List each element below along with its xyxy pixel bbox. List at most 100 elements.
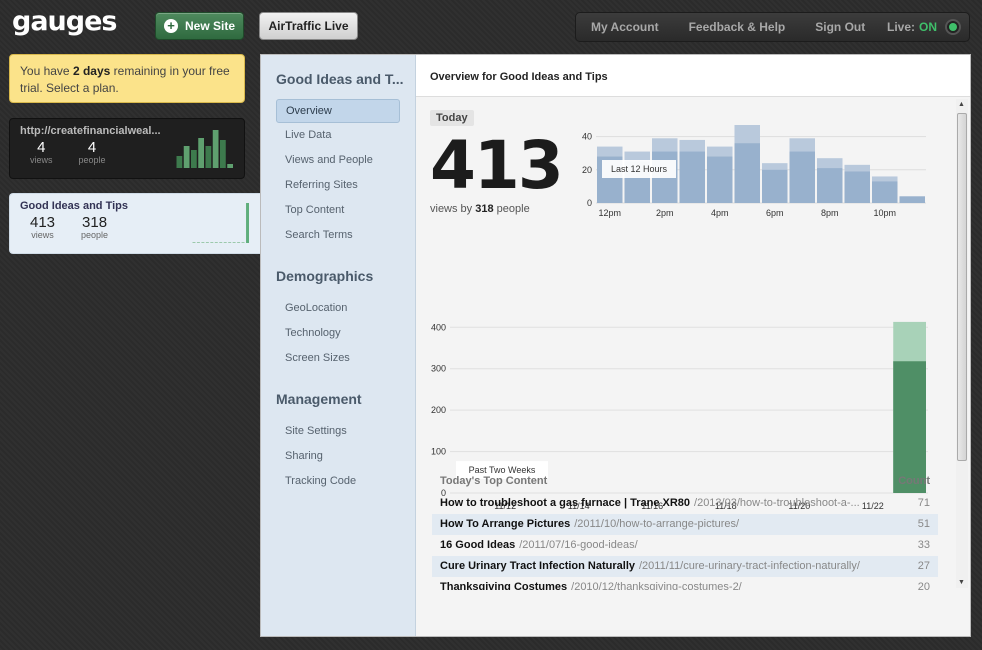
- chart-title-box: [456, 461, 548, 480]
- new-site-label: New Site: [185, 19, 236, 33]
- vertical-scrollbar[interactable]: ▲ ▼: [956, 99, 968, 588]
- sparkline-bar: [196, 242, 200, 243]
- sidebar-item-live-data[interactable]: Live Data: [285, 129, 332, 141]
- site-name: http://createfinancialweal...: [20, 125, 161, 137]
- people-bar[interactable]: [679, 151, 706, 203]
- sidebar-demographics-menu: GeoLocation Technology Screen Sizes: [261, 296, 415, 371]
- people-bar[interactable]: [762, 169, 788, 203]
- y-tick-label: 100: [431, 447, 446, 457]
- chart-title: Last 12 Hours: [611, 164, 668, 174]
- feedback-help-link[interactable]: Feedback & Help: [688, 20, 786, 34]
- table-row[interactable]: How to troubleshoot a gas furnace | Tran…: [432, 493, 938, 514]
- sidebar-item-top-content[interactable]: Top Content: [285, 204, 345, 216]
- sparkline-bar: [228, 242, 232, 243]
- content-title[interactable]: Thanksgiving Costumes: [440, 581, 568, 590]
- sparkline-bar: [246, 203, 249, 243]
- sign-out-link[interactable]: Sign Out: [815, 20, 866, 34]
- my-account-link[interactable]: My Account: [591, 20, 659, 34]
- airtraffic-live-button[interactable]: AirTraffic Live: [259, 12, 358, 40]
- sidebar-item-screen-sizes[interactable]: Screen Sizes: [285, 352, 350, 364]
- x-tick-label: 2pm: [656, 208, 674, 218]
- site-people-count: 318: [82, 214, 108, 231]
- today-tag: Today: [430, 110, 474, 126]
- sidebar-site-title: Good Ideas and T...: [276, 71, 404, 87]
- sidebar-item-geolocation[interactable]: GeoLocation: [285, 302, 348, 314]
- past-two-weeks-chart[interactable]: 0 100 200 300 400 11/12 11/14 11/16 11/18 11/20 11…: [416, 267, 938, 517]
- people-bar[interactable]: [893, 361, 926, 493]
- people-bar[interactable]: [817, 168, 843, 203]
- y-tick-label: 0: [587, 198, 592, 208]
- trial-notice[interactable]: You have 2 days remaining in your free t…: [9, 54, 245, 103]
- live-state: ON: [919, 20, 937, 34]
- site-card-createfinancialwealth[interactable]: http://createfinancialweal... 4 views 4 pe…: [9, 118, 245, 179]
- sparkline-bar: [223, 242, 227, 243]
- sparkline-bar: [191, 150, 197, 168]
- scroll-up-icon[interactable]: ▲: [958, 101, 965, 108]
- sidebar-item-technology[interactable]: Technology: [285, 327, 341, 339]
- y-tick-label: 300: [431, 364, 446, 374]
- content-count: 20: [917, 581, 930, 590]
- y-tick-label: 0: [441, 488, 446, 498]
- views-label: views: [31, 230, 54, 240]
- sparkline-bar: [198, 138, 204, 168]
- people-bar[interactable]: [707, 156, 733, 203]
- overview-main: Overview for Good Ideas and Tips Today 4…: [416, 55, 970, 636]
- sparkline-bar: [212, 130, 219, 168]
- views-by-text: views by: [430, 203, 473, 215]
- sidebar-item-site-settings[interactable]: Site Settings: [285, 425, 347, 437]
- site-views-count: 4: [37, 139, 46, 156]
- sidebar-item-search-terms[interactable]: Search Terms: [285, 229, 353, 241]
- sidebar-item-overview[interactable]: Overview: [276, 99, 400, 123]
- content-title[interactable]: 16 Good Ideas: [440, 539, 516, 551]
- content-title[interactable]: How To Arrange Pictures: [440, 518, 571, 530]
- site-name: Good Ideas and Tips: [20, 200, 128, 212]
- content-count: 33: [917, 539, 930, 551]
- sparkline-bar: [219, 242, 223, 243]
- sidebar-item-referring-sites[interactable]: Referring Sites: [285, 179, 358, 191]
- content-title[interactable]: Cure Urinary Tract Infection Naturally: [440, 560, 635, 572]
- sparkline-bar: [241, 242, 245, 243]
- trial-days: 2 days: [72, 64, 111, 78]
- site-panel: Good Ideas and T... Overview Live Data V…: [260, 54, 971, 637]
- people-bar[interactable]: [789, 151, 816, 203]
- people-bar[interactable]: [899, 196, 926, 203]
- scrollbar-thumb[interactable]: [957, 113, 967, 461]
- new-site-button[interactable]: + New Site: [155, 12, 244, 40]
- table-row[interactable]: How To Arrange Pictures/2011/10/how-to-a…: [432, 514, 938, 535]
- last-12-hours-chart[interactable]: 0 20 40 12pm 2pm 4pm 6pm 8pm 10pm Last 12 Hours: [566, 119, 936, 239]
- site-sidebar: Good Ideas and T... Overview Live Data V…: [261, 55, 416, 636]
- site-sparkline: [176, 130, 233, 168]
- site-people-count: 4: [87, 139, 97, 156]
- scroll-down-icon[interactable]: ▼: [958, 579, 965, 586]
- people-bar[interactable]: [844, 171, 871, 203]
- people-bar[interactable]: [872, 181, 898, 203]
- sidebar-item-sharing[interactable]: Sharing: [285, 450, 323, 462]
- top-content-table: Today's Top Content Count How to trouble…: [432, 475, 938, 590]
- trial-suffix: remaining in your free trial. Select a p…: [20, 64, 230, 95]
- content-title[interactable]: How to troubleshoot a gas furnace | Tran…: [440, 497, 691, 509]
- x-tick-label: 11/20: [788, 501, 810, 511]
- people-label: people: [78, 155, 106, 165]
- table-row[interactable]: Thanksgiving Costumes/2010/12/thanksgivi…: [432, 577, 938, 590]
- gauges-logo[interactable]: gauges: [12, 6, 117, 37]
- table-row[interactable]: 16 Good Ideas/2011/07/16-good-ideas/33: [432, 535, 938, 556]
- content-path: /2010/12/thanksgiving-costumes-2/: [571, 581, 742, 590]
- sidebar-management-title: Management: [276, 391, 362, 407]
- sidebar-item-views-and-people[interactable]: Views and People: [285, 154, 373, 166]
- sidebar-item-tracking-code[interactable]: Tracking Code: [285, 475, 357, 487]
- content-path: /2011/11/cure-urinary-tract-infection-na…: [639, 560, 860, 572]
- table-row[interactable]: Cure Urinary Tract Infection Naturally/2…: [432, 556, 938, 577]
- sidebar-management-menu: Site Settings Sharing Tracking Code: [261, 419, 415, 494]
- people-bar[interactable]: [734, 143, 761, 203]
- live-toggle[interactable]: Live: ON: [887, 19, 969, 35]
- page-title: Overview for Good Ideas and Tips: [416, 55, 970, 97]
- sparkline-bar: [237, 242, 241, 243]
- content-path: /2013/03/how-to-troubleshoot-a-...: [694, 497, 860, 509]
- site-card-good-ideas[interactable]: Good Ideas and Tips 413 views 318 people: [9, 193, 260, 254]
- plus-icon: +: [164, 19, 178, 33]
- content-count: 27: [917, 560, 930, 572]
- x-tick-label: 6pm: [766, 208, 784, 218]
- overview-scroll-area[interactable]: Today 413 views by 318 people 0 20 40 12pm 2…: [416, 97, 956, 590]
- x-tick-label: 11/18: [715, 501, 737, 511]
- x-tick-label: 11/12: [494, 501, 516, 511]
